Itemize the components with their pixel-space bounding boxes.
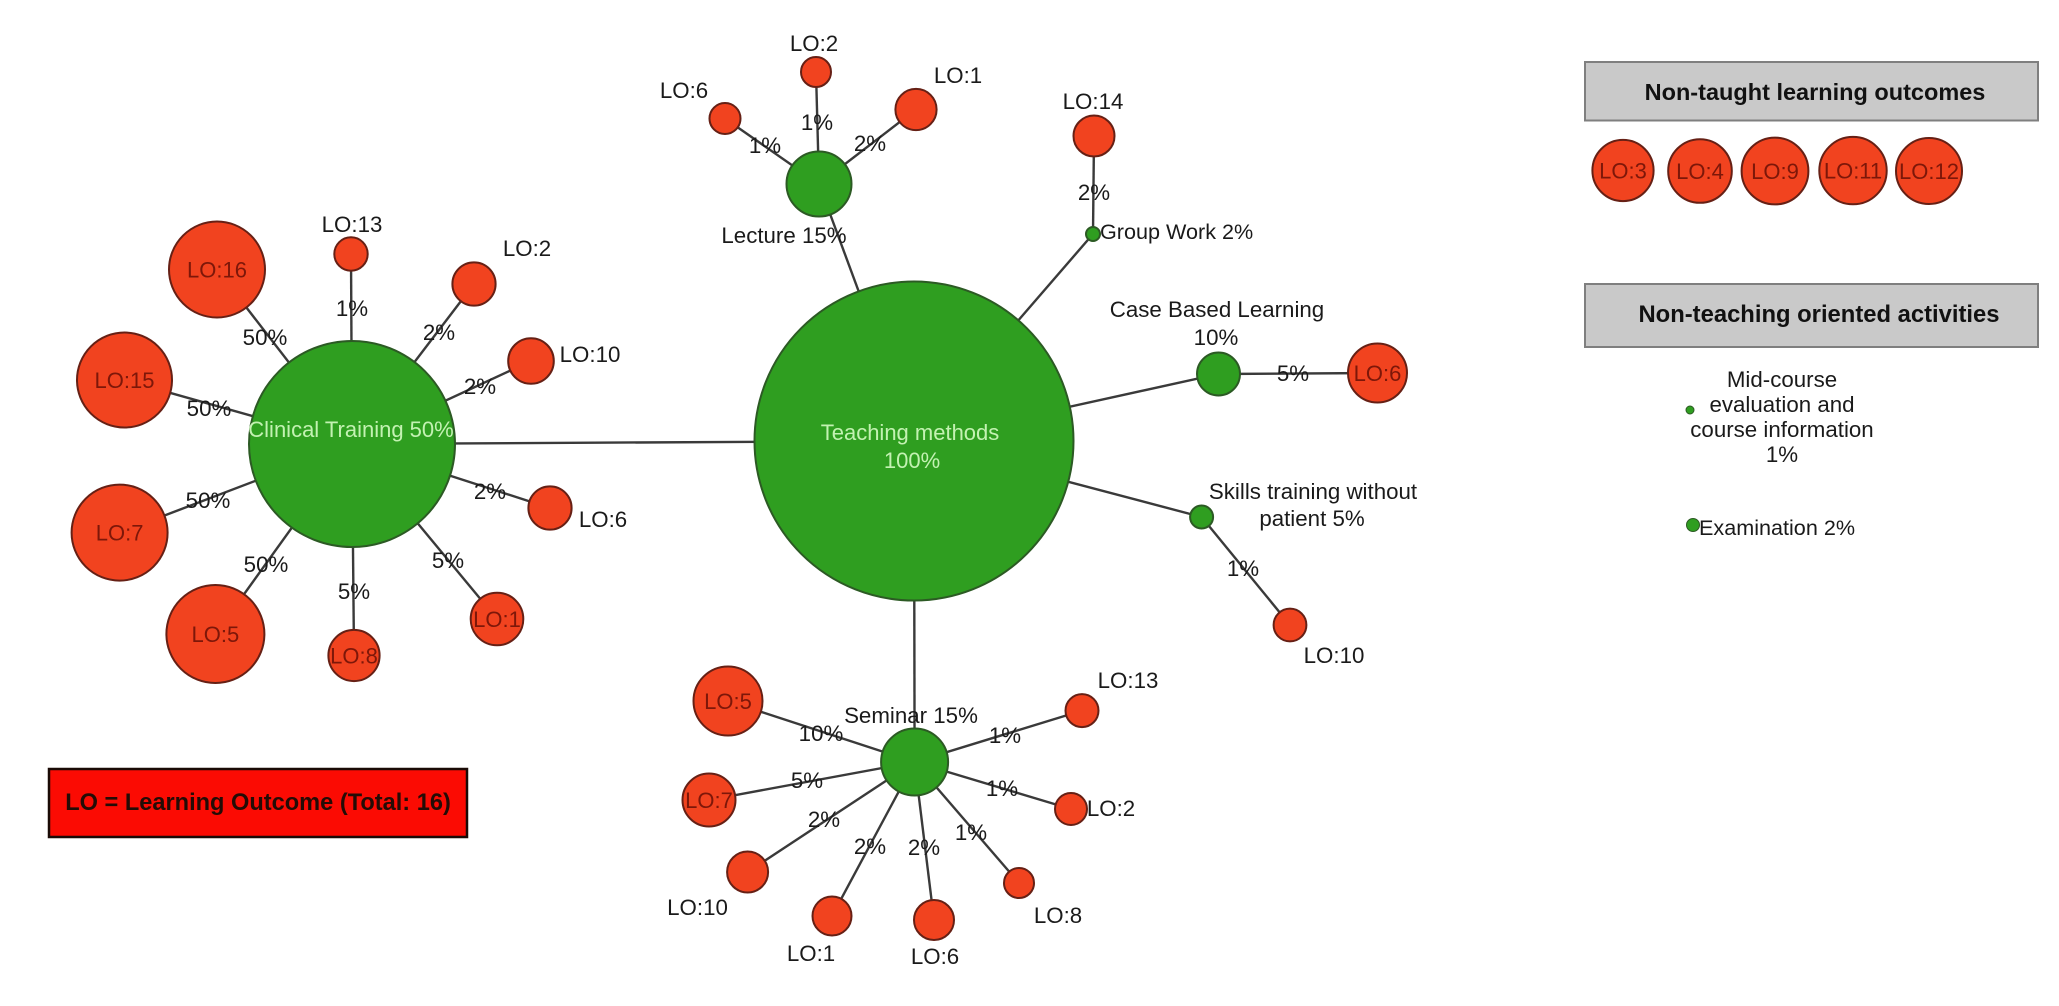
svg-text:LO:1: LO:1 xyxy=(473,607,521,632)
svg-text:LO:7: LO:7 xyxy=(685,788,733,813)
svg-text:1%: 1% xyxy=(336,296,368,321)
svg-text:5%: 5% xyxy=(791,768,823,793)
svg-text:LO:1: LO:1 xyxy=(787,941,835,966)
svg-text:5%: 5% xyxy=(1277,361,1309,386)
svg-text:10%: 10% xyxy=(799,721,844,746)
svg-text:LO:5: LO:5 xyxy=(704,689,752,714)
svg-text:50%: 50% xyxy=(244,552,289,577)
svg-text:LO:9: LO:9 xyxy=(1751,159,1799,184)
svg-text:5%: 5% xyxy=(432,548,464,573)
svg-text:2%: 2% xyxy=(423,320,455,345)
svg-text:LO:15: LO:15 xyxy=(95,368,155,393)
svg-text:Mid-course: Mid-course xyxy=(1727,367,1837,392)
svg-text:LO:10: LO:10 xyxy=(667,895,728,920)
svg-text:LO:1: LO:1 xyxy=(934,63,982,88)
svg-text:2%: 2% xyxy=(854,131,886,156)
svg-text:LO:4: LO:4 xyxy=(1676,159,1724,184)
svg-text:50%: 50% xyxy=(186,488,231,513)
svg-text:LO:6: LO:6 xyxy=(1354,361,1402,386)
svg-text:LO:2: LO:2 xyxy=(790,31,838,56)
svg-text:Non-taught learning outcomes: Non-taught learning outcomes xyxy=(1645,79,1986,105)
svg-text:LO:11: LO:11 xyxy=(1824,159,1882,184)
svg-text:LO:14: LO:14 xyxy=(1063,89,1124,114)
svg-text:LO:7: LO:7 xyxy=(96,521,144,546)
svg-text:LO:8: LO:8 xyxy=(330,644,378,669)
svg-text:1%: 1% xyxy=(749,133,781,158)
svg-text:Lecture 15%: Lecture 15% xyxy=(721,223,846,248)
svg-text:100%: 100% xyxy=(884,448,940,473)
svg-text:Teaching methods: Teaching methods xyxy=(821,420,1000,445)
svg-text:LO:12: LO:12 xyxy=(1899,159,1959,184)
svg-text:LO:6: LO:6 xyxy=(911,944,959,969)
svg-text:LO:16: LO:16 xyxy=(187,258,247,283)
svg-text:2%: 2% xyxy=(854,834,886,859)
svg-text:50%: 50% xyxy=(243,325,288,350)
svg-text:1%: 1% xyxy=(989,723,1021,748)
svg-text:LO:13: LO:13 xyxy=(322,212,383,237)
svg-text:LO:13: LO:13 xyxy=(1098,668,1159,693)
svg-text:1%: 1% xyxy=(986,776,1018,801)
svg-text:2%: 2% xyxy=(1078,180,1110,205)
svg-text:LO:10: LO:10 xyxy=(560,342,621,367)
svg-text:patient 5%: patient 5% xyxy=(1259,506,1365,531)
svg-text:2%: 2% xyxy=(908,835,940,860)
svg-text:course information: course information xyxy=(1690,417,1873,442)
svg-text:LO:3: LO:3 xyxy=(1599,159,1647,184)
svg-text:evaluation and: evaluation and xyxy=(1709,392,1854,417)
svg-text:Examination 2%: Examination 2% xyxy=(1699,515,1855,540)
svg-text:LO:2: LO:2 xyxy=(1087,796,1135,821)
svg-text:1%: 1% xyxy=(801,110,833,135)
svg-text:Clinical Training 50%: Clinical Training 50% xyxy=(248,417,453,442)
svg-text:5%: 5% xyxy=(338,579,370,604)
svg-text:2%: 2% xyxy=(464,374,496,399)
svg-text:LO:5: LO:5 xyxy=(192,622,240,647)
svg-text:Skills training without: Skills training without xyxy=(1209,479,1418,504)
svg-text:LO = Learning Outcome (Total:: LO = Learning Outcome (Total: 16) xyxy=(65,790,451,816)
svg-text:LO:8: LO:8 xyxy=(1034,903,1082,928)
svg-text:1%: 1% xyxy=(955,820,987,845)
svg-text:Seminar 15%: Seminar 15% xyxy=(844,703,978,728)
svg-text:1%: 1% xyxy=(1766,442,1798,467)
svg-text:Non-teaching oriented activiti: Non-teaching oriented activities xyxy=(1639,301,2000,328)
svg-text:10%: 10% xyxy=(1194,325,1239,350)
svg-text:LO:2: LO:2 xyxy=(503,236,551,261)
svg-text:50%: 50% xyxy=(187,396,232,421)
svg-text:2%: 2% xyxy=(474,479,506,504)
svg-text:Case Based Learning: Case Based Learning xyxy=(1110,297,1324,322)
svg-text:LO:10: LO:10 xyxy=(1304,643,1365,668)
svg-text:LO:6: LO:6 xyxy=(660,78,708,103)
svg-text:1%: 1% xyxy=(1227,556,1259,581)
svg-text:LO:6: LO:6 xyxy=(579,507,627,532)
svg-text:2%: 2% xyxy=(808,807,840,832)
svg-text:Group Work 2%: Group Work 2% xyxy=(1100,219,1253,244)
